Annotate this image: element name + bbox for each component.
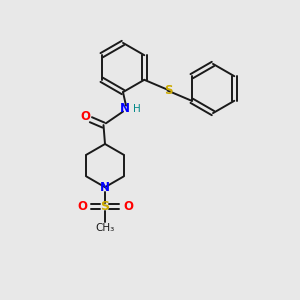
Text: O: O (123, 200, 133, 213)
Text: O: O (77, 200, 87, 213)
Text: H: H (133, 103, 140, 114)
Text: S: S (100, 200, 109, 213)
Text: N: N (100, 181, 110, 194)
Text: N: N (119, 102, 130, 115)
Text: O: O (80, 110, 90, 124)
Text: S: S (164, 84, 172, 97)
Text: CH₃: CH₃ (95, 223, 115, 233)
